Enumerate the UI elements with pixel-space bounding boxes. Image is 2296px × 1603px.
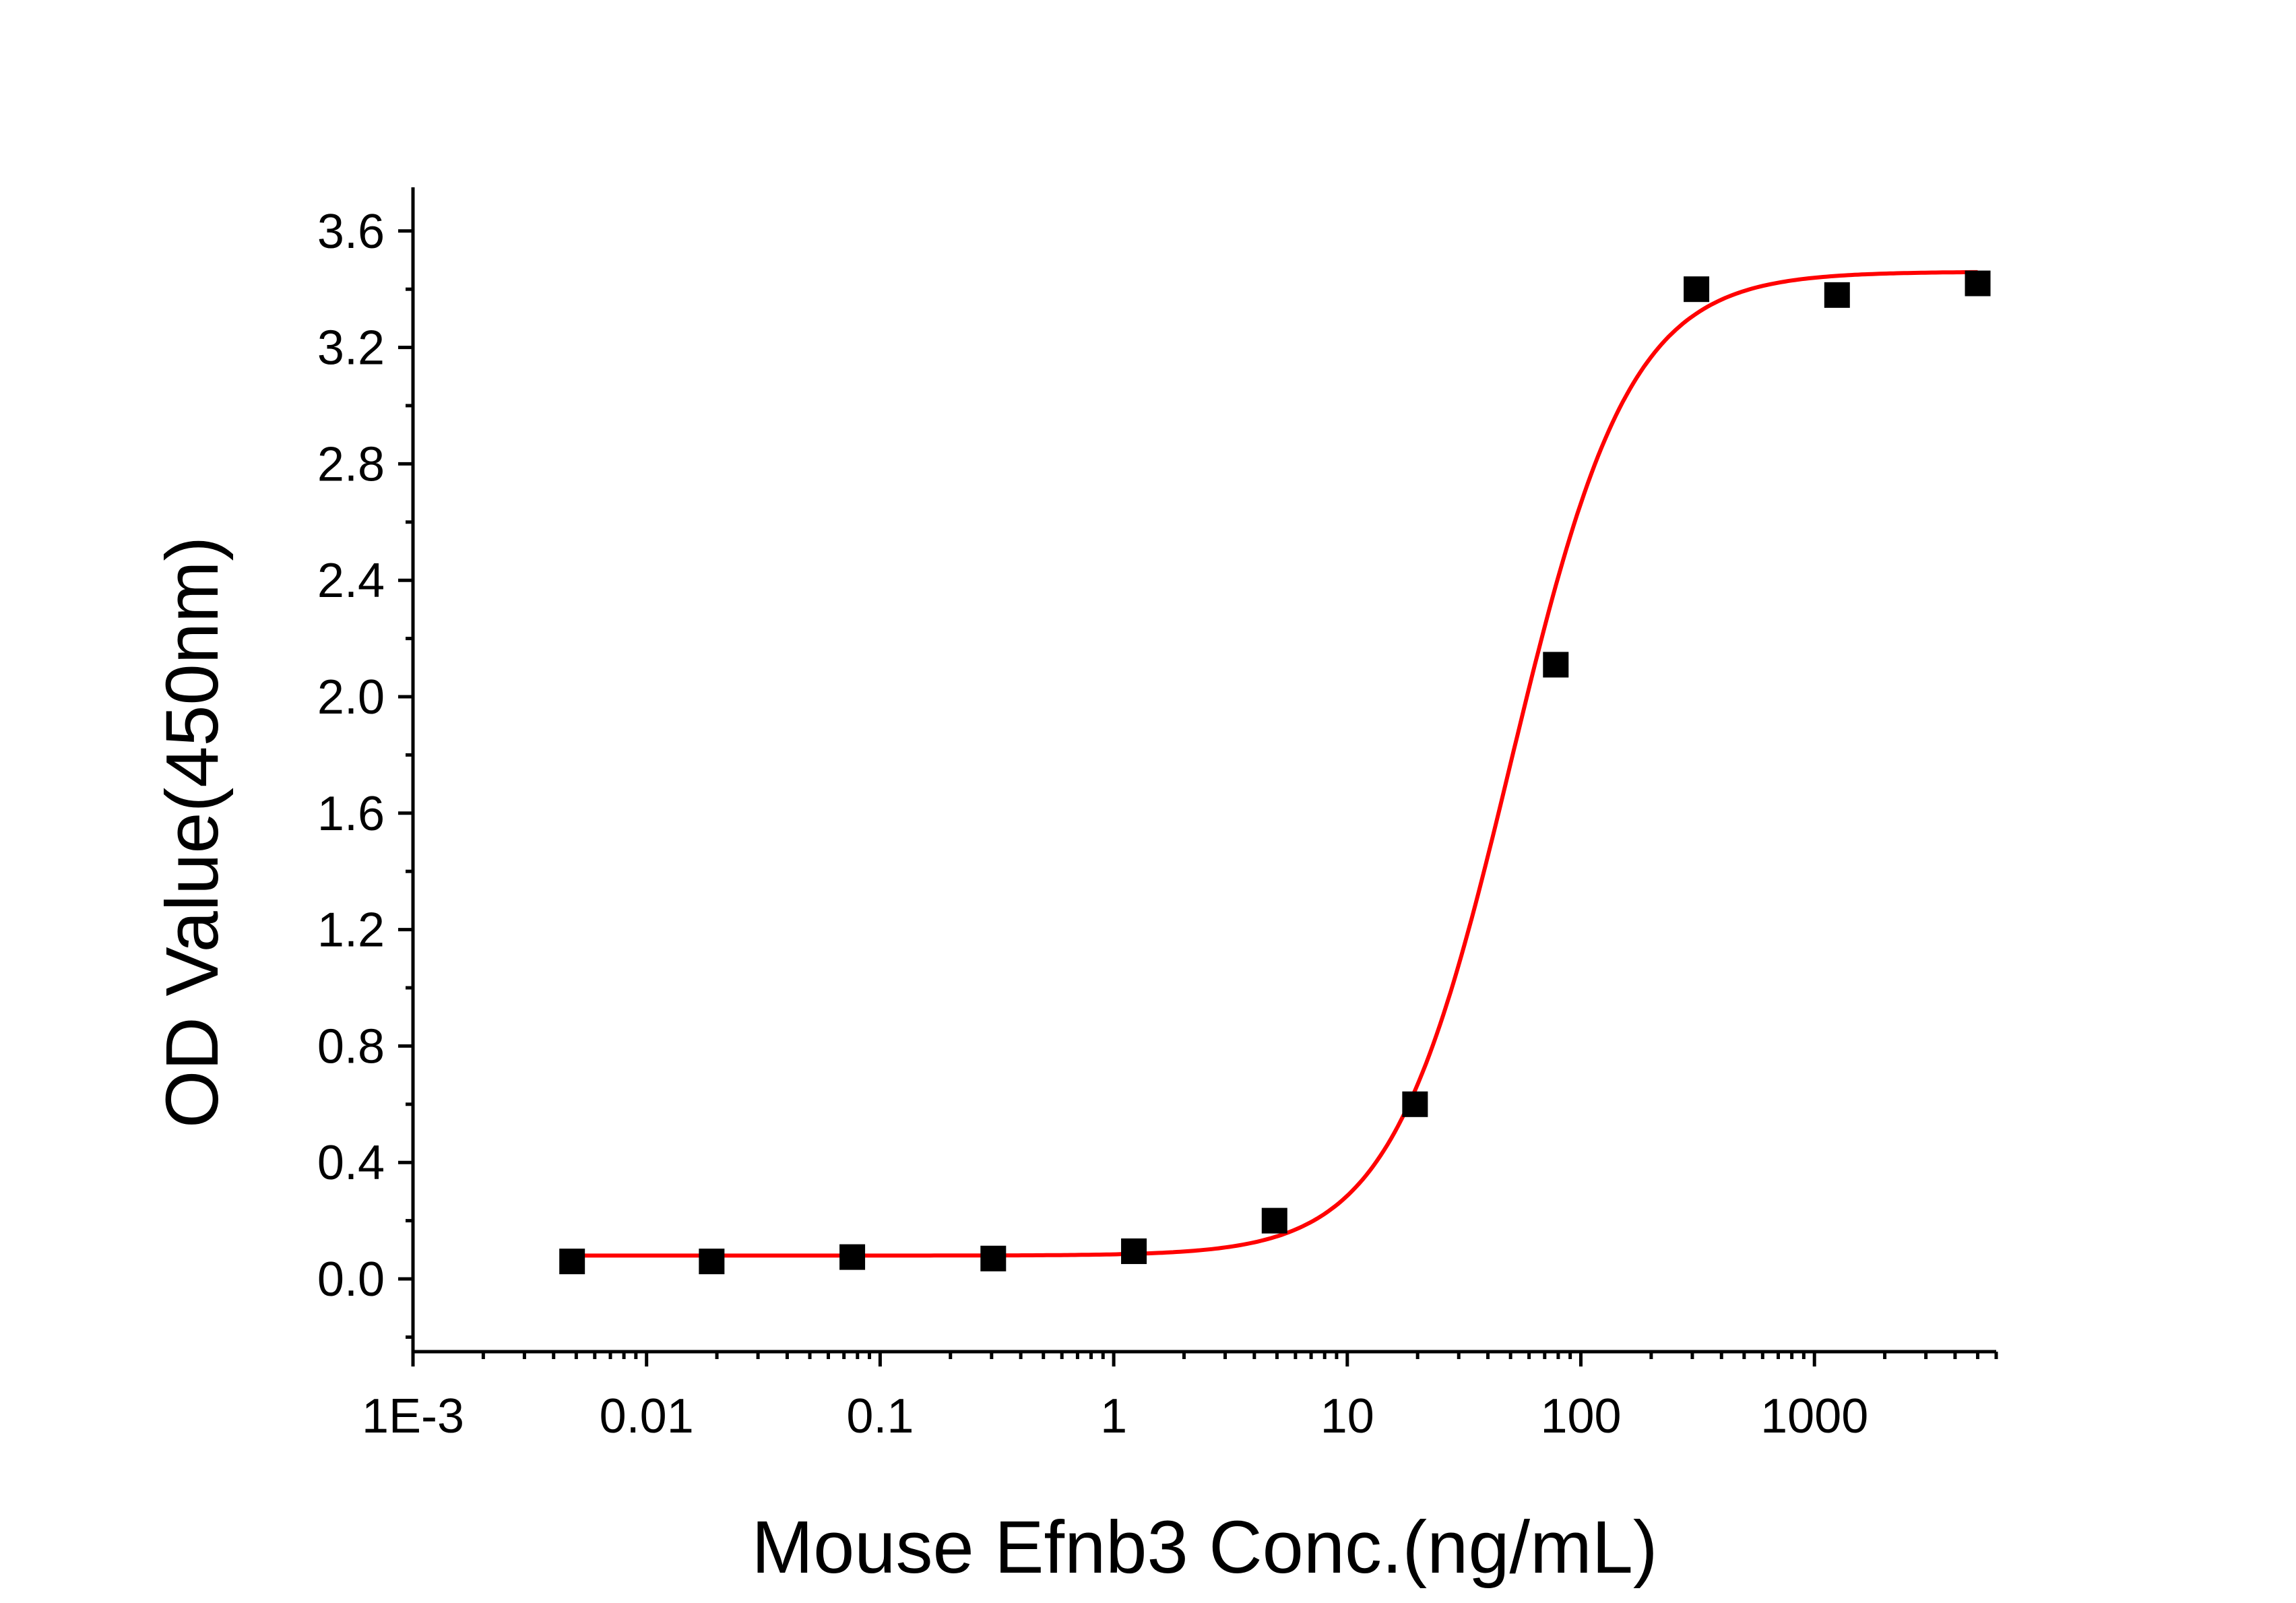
y-tick-label: 0.8 bbox=[317, 1019, 385, 1073]
x-tick-label: 1 bbox=[1100, 1389, 1127, 1443]
plot-area bbox=[559, 270, 1991, 1275]
y-tick-label: 2.4 bbox=[317, 554, 385, 608]
fit-curve bbox=[572, 270, 1978, 1258]
y-tick-label: 0.4 bbox=[317, 1136, 385, 1190]
axes bbox=[411, 187, 1996, 1354]
y-tick-label: 1.2 bbox=[317, 904, 385, 957]
x-tick-label: 0.01 bbox=[600, 1389, 694, 1443]
x-ticks: 1E-3 0.01 0.1 1 10 100 1000 bbox=[362, 1352, 1998, 1443]
x-tick-label: 100 bbox=[1540, 1389, 1621, 1443]
y-tick-label: 2.0 bbox=[317, 670, 385, 724]
data-point bbox=[1824, 282, 1850, 308]
data-point bbox=[1684, 276, 1710, 303]
data-point bbox=[839, 1244, 866, 1270]
x-tick-label: 10 bbox=[1320, 1389, 1374, 1443]
y-tick-label: 2.8 bbox=[317, 437, 385, 491]
y-tick-label: 0.0 bbox=[317, 1253, 385, 1307]
data-point bbox=[1261, 1207, 1287, 1234]
data-point bbox=[1402, 1091, 1428, 1117]
y-tick-label: 3.6 bbox=[317, 205, 385, 259]
y-tick-label: 3.2 bbox=[317, 321, 385, 375]
x-tick-label: 0.1 bbox=[846, 1389, 914, 1443]
data-point bbox=[1121, 1238, 1147, 1264]
y-ticks: 0.0 0.4 0.8 1.2 1.6 2.0 2.4 2.8 3.2 3.6 bbox=[317, 205, 413, 1339]
data-point bbox=[699, 1249, 725, 1275]
data-point bbox=[1543, 652, 1569, 678]
x-tick-label: 1E-3 bbox=[362, 1389, 464, 1443]
data-point bbox=[1965, 270, 1991, 296]
y-axis-title: OD Value(450nm) bbox=[151, 536, 234, 1128]
data-point bbox=[559, 1249, 585, 1275]
x-axis-title: Mouse Efnb3 Conc.(ng/mL) bbox=[751, 1506, 1657, 1589]
data-point bbox=[980, 1245, 1007, 1271]
x-tick-label: 1000 bbox=[1760, 1389, 1868, 1443]
data-points bbox=[559, 270, 1991, 1275]
y-tick-label: 1.6 bbox=[317, 787, 385, 841]
